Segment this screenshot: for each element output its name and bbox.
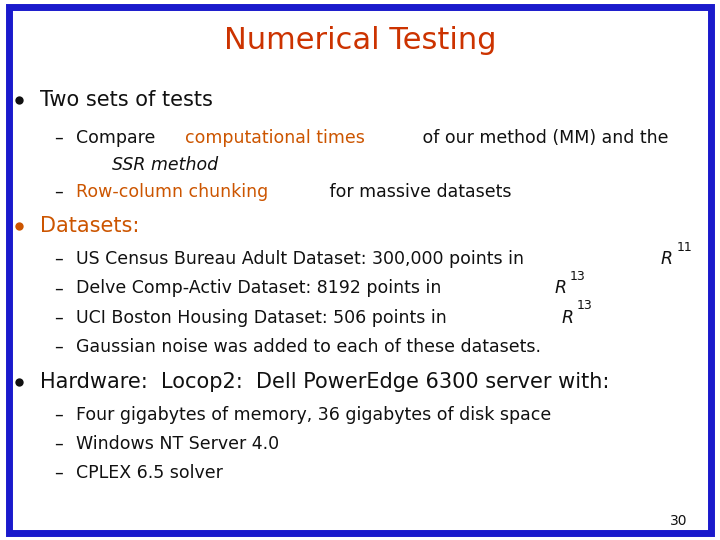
Text: R: R <box>561 308 573 327</box>
Text: Compare: Compare <box>76 129 161 147</box>
Text: –: – <box>54 406 63 424</box>
Text: Delve Comp-Activ Dataset: 8192 points in: Delve Comp-Activ Dataset: 8192 points in <box>76 279 446 298</box>
Text: Row-column chunking: Row-column chunking <box>76 183 268 201</box>
Text: Two sets of tests: Two sets of tests <box>40 90 212 110</box>
Text: Windows NT Server 4.0: Windows NT Server 4.0 <box>76 435 279 453</box>
Text: 13: 13 <box>570 270 585 283</box>
Text: CPLEX 6.5 solver: CPLEX 6.5 solver <box>76 464 222 482</box>
Text: –: – <box>54 338 63 356</box>
Text: Gaussian noise was added to each of these datasets.: Gaussian noise was added to each of thes… <box>76 338 541 356</box>
Text: Numerical Testing: Numerical Testing <box>224 26 496 55</box>
Text: US Census Bureau Adult Dataset: 300,000 points in: US Census Bureau Adult Dataset: 300,000 … <box>76 250 529 268</box>
Text: UCI Boston Housing Dataset: 506 points in: UCI Boston Housing Dataset: 506 points i… <box>76 308 452 327</box>
Text: 13: 13 <box>577 299 593 312</box>
Text: –: – <box>54 129 63 147</box>
Text: –: – <box>54 435 63 453</box>
Text: R: R <box>554 279 566 298</box>
Text: –: – <box>54 250 63 268</box>
Text: computational times: computational times <box>185 129 365 147</box>
Text: R: R <box>661 250 673 268</box>
Text: –: – <box>54 308 63 327</box>
Text: –: – <box>54 183 63 201</box>
Text: of our method (MM) and the: of our method (MM) and the <box>417 129 669 147</box>
Text: Four gigabytes of memory, 36 gigabytes of disk space: Four gigabytes of memory, 36 gigabytes o… <box>76 406 551 424</box>
Text: Datasets:: Datasets: <box>40 215 139 236</box>
Text: for massive datasets: for massive datasets <box>324 183 511 201</box>
Text: Hardware:  Locop2:  Dell PowerEdge 6300 server with:: Hardware: Locop2: Dell PowerEdge 6300 se… <box>40 372 609 393</box>
Text: 30: 30 <box>670 514 688 528</box>
Text: 11: 11 <box>676 241 692 254</box>
Text: SSR method: SSR method <box>112 156 217 174</box>
Text: –: – <box>54 279 63 298</box>
Text: –: – <box>54 464 63 482</box>
